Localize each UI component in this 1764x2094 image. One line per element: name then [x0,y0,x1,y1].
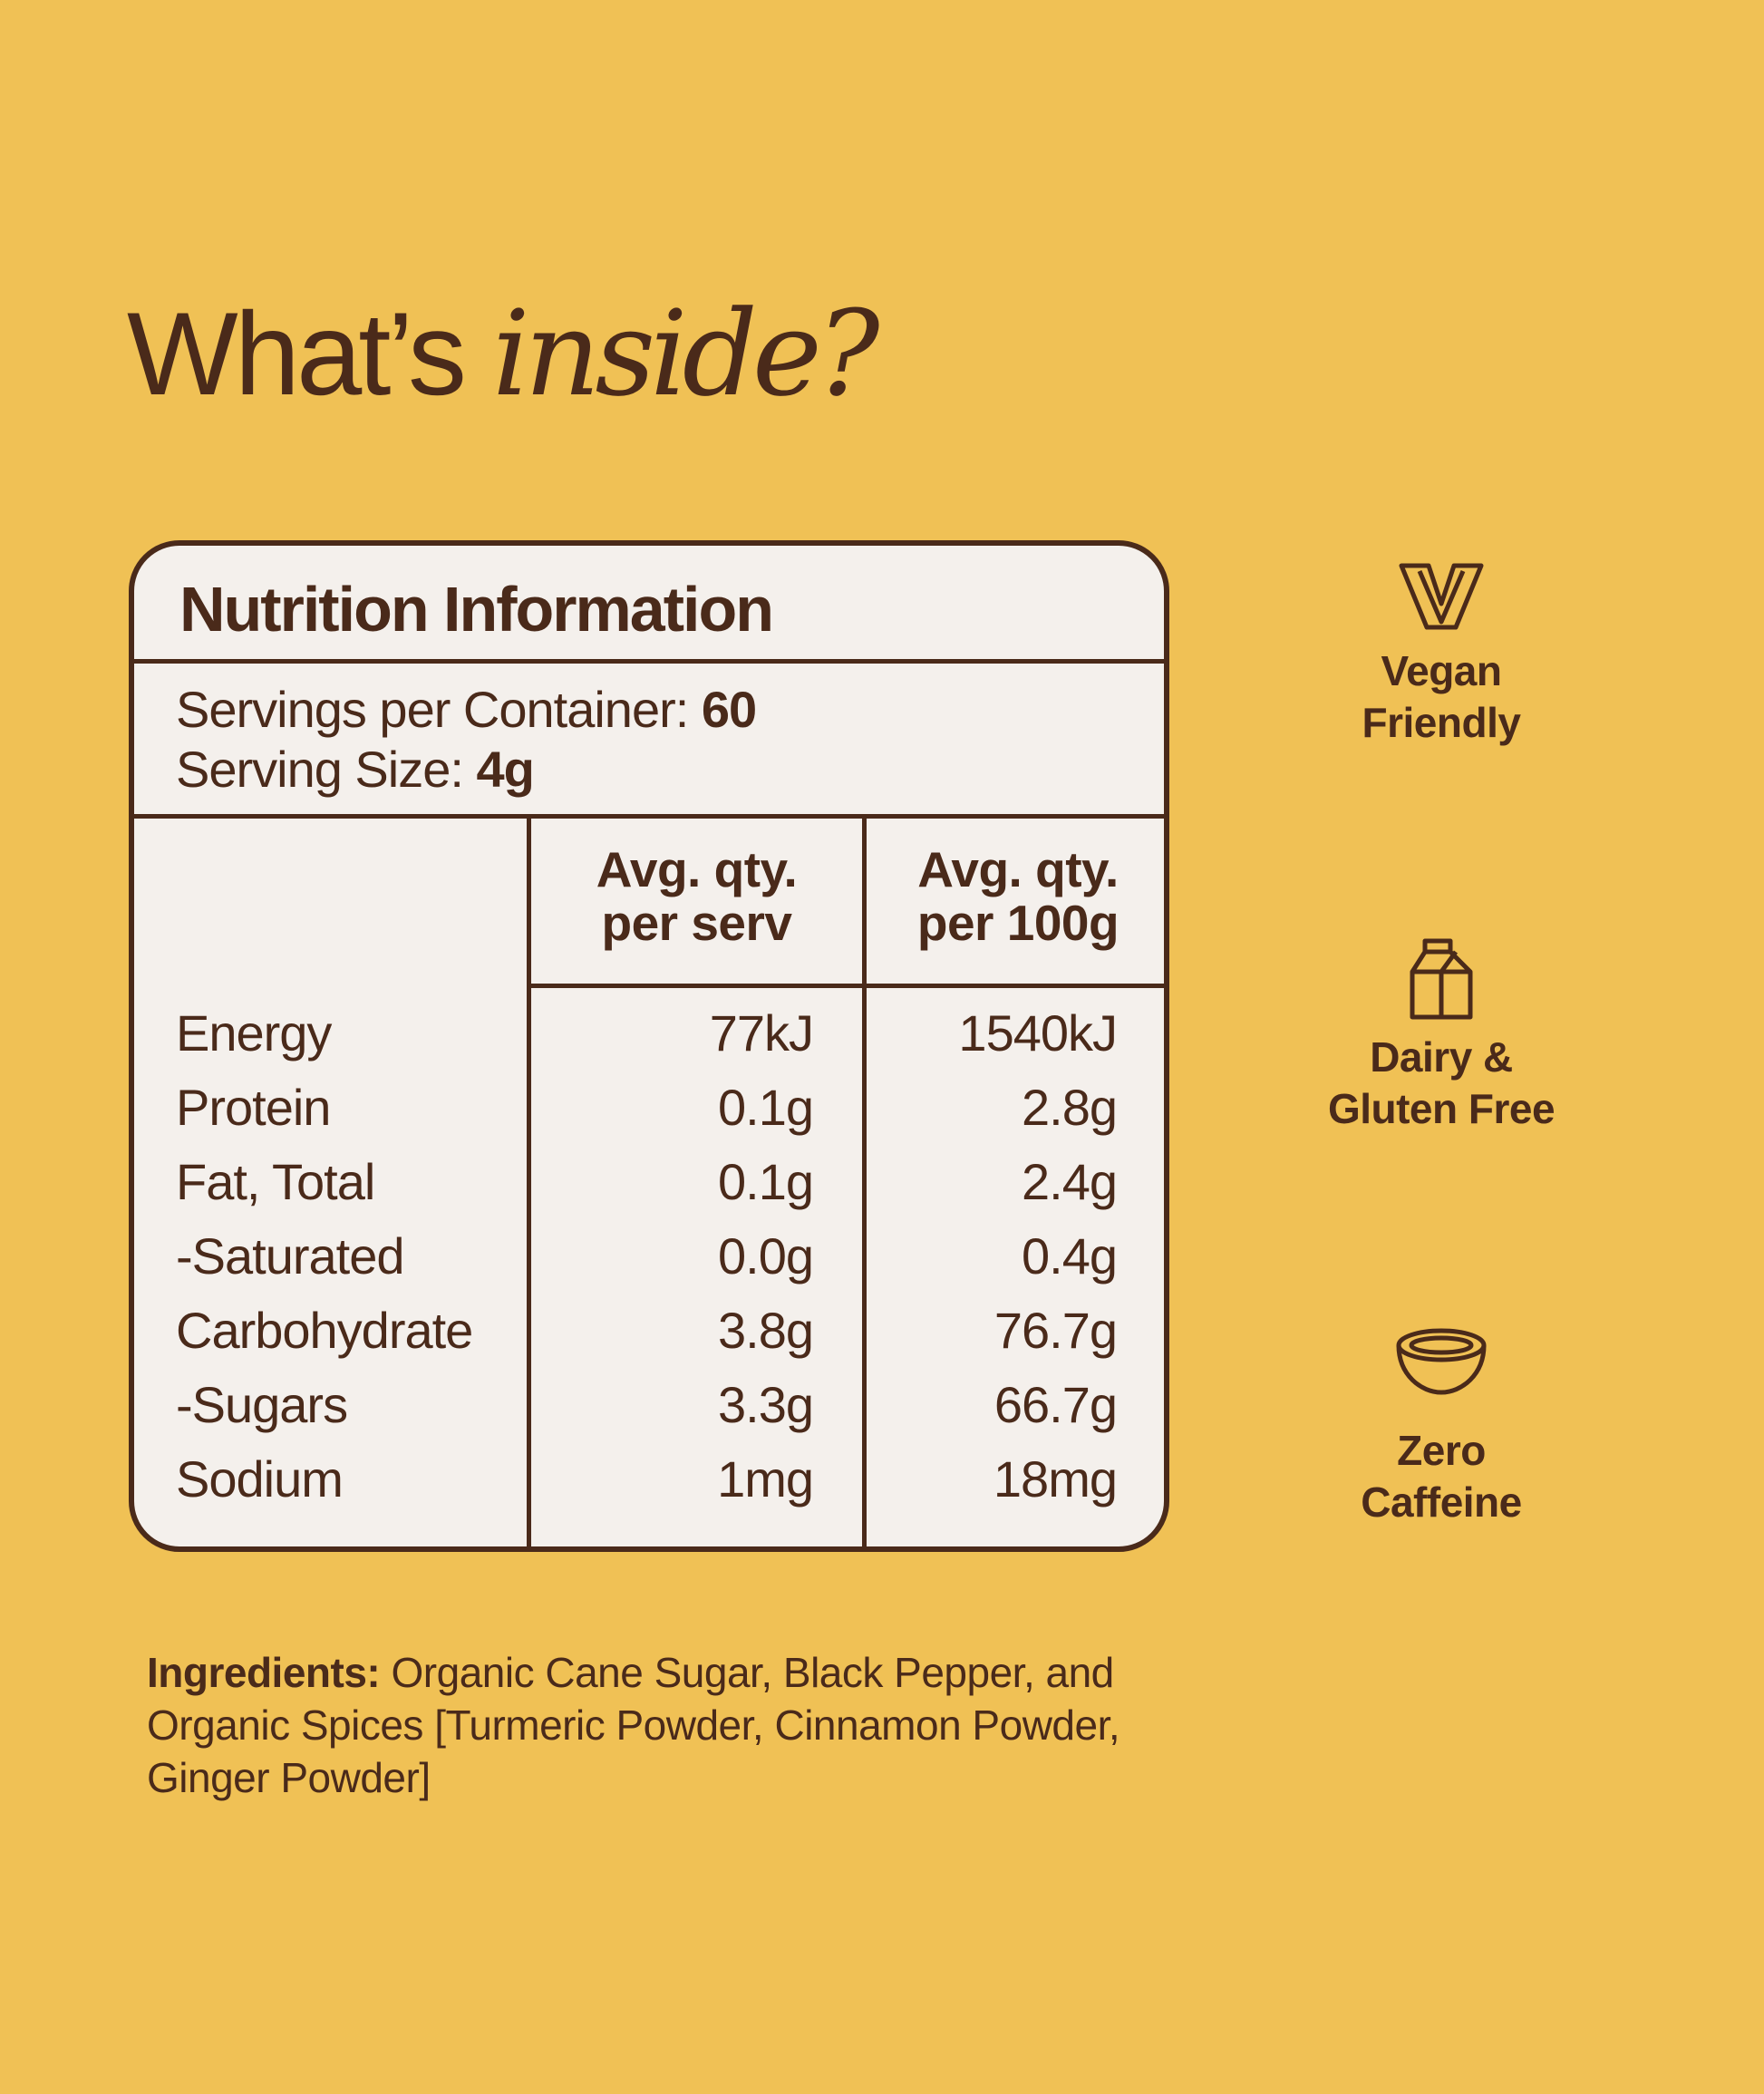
serving-size: Serving Size: 4g [176,740,535,799]
table-row: Carbohydrate 3.8g 76.7g [134,1301,1164,1375]
row-per-serv: 77kJ [709,1004,814,1062]
row-per-100g: 66.7g [993,1376,1118,1433]
badge-vegan-friendly: Vegan Friendly [1296,560,1586,749]
divider-under-title [134,659,1164,664]
table-row: Energy 77kJ 1540kJ [134,1003,1164,1078]
bowl-icon [1396,1328,1487,1395]
title-plain: What’s [127,287,493,420]
column-divider-2 [862,814,867,1546]
page-title: What’s inside? [127,295,880,412]
row-label: Protein [176,1079,331,1136]
vegan-v-icon [1399,563,1484,630]
ingredients-list: Organic Cane Sugar, Black Pepper, and Or… [147,1649,1120,1801]
badge-label: Zero Caffeine [1296,1425,1586,1528]
table-row: Fat, Total 0.1g 2.4g [134,1152,1164,1226]
column-head-per-100g-line1: Avg. qty. [917,841,1119,897]
row-per-serv: 3.3g [718,1376,814,1433]
divider-under-column-heads [527,984,1164,988]
badge-label-line2: Caffeine [1361,1478,1522,1526]
column-head-per-100g: Avg. qty. per 100g [867,841,1164,952]
row-label: Sodium [176,1450,344,1507]
column-head-per-100g-line2: per 100g [916,895,1119,952]
table-row: Sodium 1mg 18mg [134,1449,1164,1524]
table-row: Protein 0.1g 2.8g [134,1078,1164,1152]
row-label: -Sugars [176,1376,348,1433]
row-label: -Saturated [176,1227,404,1285]
nutrition-panel: Nutrition Information Servings per Conta… [129,540,1169,1552]
row-per-serv: 3.8g [718,1302,814,1359]
ingredients-label: Ingredients: [147,1649,381,1696]
badge-label-line1: Zero [1397,1427,1486,1474]
serving-size-value: 4g [476,741,535,798]
badge-label-line1: Vegan [1381,647,1502,694]
badge-dairy-gluten-free: Dairy & Gluten Free [1296,937,1586,1135]
row-per-100g: 2.8g [1022,1079,1118,1136]
row-label: Carbohydrate [176,1302,473,1359]
column-head-area: Avg. qty. per serv Avg. qty. per 100g [134,814,1164,984]
panel-title: Nutrition Information [179,574,774,645]
row-per-serv: 0.1g [718,1079,814,1136]
column-head-per-serv-line2: per serv [601,895,792,952]
row-per-100g: 0.4g [1022,1227,1118,1285]
ingredients-text: Ingredients: Organic Cane Sugar, Black P… [147,1646,1189,1804]
title-italic: inside? [492,285,879,422]
servings-per-container-value: 60 [701,681,757,738]
milk-carton-icon [1410,938,1473,1020]
row-per-serv: 0.0g [718,1227,814,1285]
row-label: Energy [176,1004,332,1062]
row-per-serv: 0.1g [718,1153,814,1210]
column-head-per-serv-line1: Avg. qty. [596,841,798,897]
row-label: Fat, Total [176,1153,375,1210]
badge-label: Vegan Friendly [1296,645,1586,749]
badge-label: Dairy & Gluten Free [1296,1032,1586,1135]
table-row: -Sugars 3.3g 66.7g [134,1375,1164,1449]
badge-label-line1: Dairy & [1370,1033,1513,1081]
badge-label-line2: Gluten Free [1327,1085,1556,1132]
column-head-per-serv: Avg. qty. per serv [531,841,862,952]
row-per-100g: 18mg [993,1450,1118,1507]
table-row: -Saturated 0.0g 0.4g [134,1226,1164,1301]
badge-zero-caffeine: Zero Caffeine [1296,1325,1586,1528]
row-per-100g: 76.7g [993,1302,1118,1359]
servings-per-container-label: Servings per Container: [176,681,689,738]
serving-size-label: Serving Size: [176,741,464,798]
row-per-serv: 1mg [717,1450,814,1507]
column-divider-1 [527,814,531,1546]
row-per-100g: 2.4g [1022,1153,1118,1210]
badge-label-line2: Friendly [1362,699,1521,746]
servings-per-container: Servings per Container: 60 [176,680,757,739]
row-per-100g: 1540kJ [958,1004,1118,1062]
divider-under-servings [134,814,1164,819]
